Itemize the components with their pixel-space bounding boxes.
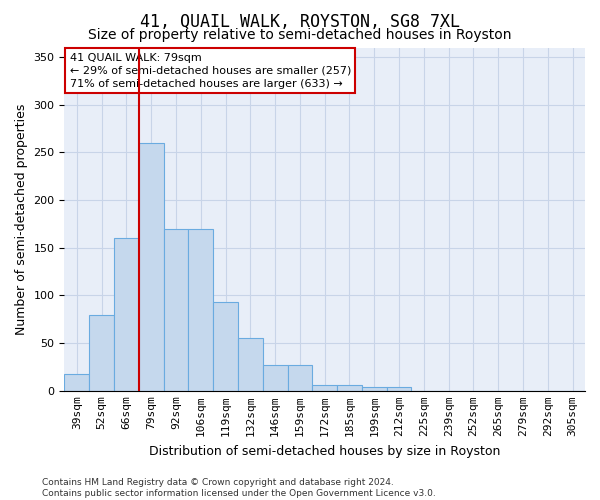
Bar (164, 228, 188, 391)
Bar (362, 387, 386, 391)
Bar (337, 385, 362, 391)
Bar (213, 302, 238, 391)
Text: 41, QUAIL WALK, ROYSTON, SG8 7XL: 41, QUAIL WALK, ROYSTON, SG8 7XL (140, 12, 460, 30)
Bar (114, 238, 139, 391)
Text: Contains HM Land Registry data © Crown copyright and database right 2024.
Contai: Contains HM Land Registry data © Crown c… (42, 478, 436, 498)
X-axis label: Distribution of semi-detached houses by size in Royston: Distribution of semi-detached houses by … (149, 444, 500, 458)
Bar (64, 374, 89, 391)
Bar (287, 365, 313, 391)
Y-axis label: Number of semi-detached properties: Number of semi-detached properties (15, 104, 28, 335)
Bar (386, 387, 412, 391)
Text: 41 QUAIL WALK: 79sqm
← 29% of semi-detached houses are smaller (257)
71% of semi: 41 QUAIL WALK: 79sqm ← 29% of semi-detac… (70, 52, 351, 89)
Bar (263, 365, 287, 391)
Bar (188, 228, 213, 391)
Bar (139, 143, 164, 391)
Bar (89, 314, 114, 391)
Text: Size of property relative to semi-detached houses in Royston: Size of property relative to semi-detach… (88, 28, 512, 42)
Bar (313, 385, 337, 391)
Bar (238, 338, 263, 391)
